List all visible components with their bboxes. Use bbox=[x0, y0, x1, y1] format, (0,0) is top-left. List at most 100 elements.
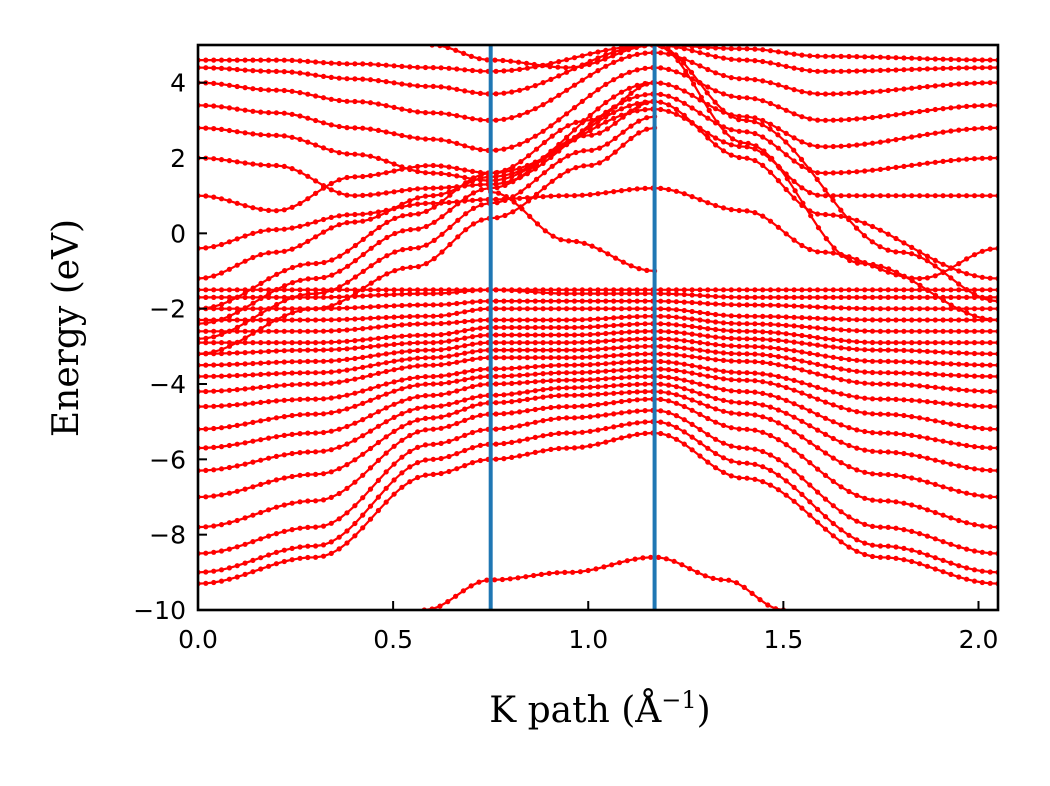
band-point bbox=[964, 294, 970, 300]
band-point bbox=[658, 306, 664, 312]
band-point bbox=[211, 403, 217, 409]
band-point bbox=[666, 321, 672, 327]
band-point bbox=[862, 89, 868, 95]
band-point bbox=[289, 134, 295, 140]
band-point bbox=[626, 187, 633, 193]
band-point bbox=[822, 526, 829, 532]
band-point bbox=[877, 430, 884, 436]
band-point bbox=[940, 360, 946, 367]
band-point bbox=[869, 523, 876, 530]
band-point bbox=[901, 240, 907, 246]
band-point bbox=[526, 198, 532, 204]
band-point bbox=[360, 388, 366, 394]
band-point bbox=[507, 576, 513, 582]
band-point bbox=[854, 260, 861, 266]
band-point bbox=[862, 495, 868, 501]
band-point bbox=[603, 99, 609, 106]
band-point bbox=[775, 395, 782, 401]
band-point bbox=[971, 548, 978, 554]
band-point bbox=[320, 229, 327, 235]
band-point bbox=[620, 259, 627, 265]
band-point bbox=[470, 190, 477, 196]
band-point bbox=[838, 143, 844, 149]
band-point bbox=[611, 94, 617, 100]
band-point bbox=[399, 357, 405, 363]
band-point bbox=[313, 59, 319, 65]
band-point bbox=[313, 340, 319, 346]
band-point bbox=[375, 409, 381, 415]
band-point bbox=[940, 306, 946, 312]
band-point bbox=[736, 76, 742, 82]
band-point bbox=[744, 400, 750, 406]
band-point bbox=[509, 355, 515, 361]
band-point bbox=[477, 197, 483, 203]
band-point bbox=[352, 376, 358, 382]
band-point bbox=[909, 382, 915, 388]
band-point bbox=[556, 393, 562, 399]
band-point bbox=[689, 407, 695, 413]
band-point bbox=[509, 424, 515, 430]
band-point bbox=[548, 355, 554, 361]
band-point bbox=[603, 338, 609, 344]
band-point bbox=[250, 419, 256, 425]
band-point bbox=[987, 340, 993, 346]
band-point bbox=[289, 287, 295, 293]
band-point bbox=[438, 84, 444, 90]
band-point bbox=[352, 125, 358, 131]
band-point bbox=[681, 88, 687, 94]
band-point bbox=[987, 524, 993, 530]
band-point bbox=[830, 53, 836, 59]
band-point bbox=[407, 187, 413, 193]
band-point bbox=[305, 472, 311, 478]
band-point bbox=[422, 381, 429, 387]
band-point bbox=[509, 332, 515, 338]
band-point bbox=[687, 566, 693, 572]
band-point bbox=[564, 287, 570, 293]
band-point bbox=[893, 381, 899, 387]
band-point bbox=[392, 215, 398, 221]
band-point bbox=[313, 178, 319, 184]
band-point bbox=[431, 219, 437, 225]
band-point bbox=[438, 354, 444, 360]
band-point bbox=[242, 57, 248, 63]
band-point bbox=[289, 500, 295, 506]
band-point bbox=[987, 297, 993, 303]
band-point bbox=[218, 287, 225, 293]
band-point bbox=[713, 293, 719, 300]
band-point bbox=[336, 150, 342, 156]
band-point bbox=[775, 224, 782, 230]
band-point bbox=[391, 63, 397, 69]
band-point bbox=[273, 306, 279, 312]
band-point bbox=[328, 96, 334, 102]
band-point bbox=[313, 275, 319, 282]
band-point bbox=[697, 110, 703, 116]
band-point bbox=[611, 337, 617, 344]
band-point bbox=[760, 47, 766, 53]
band-point bbox=[564, 111, 570, 117]
band-point bbox=[415, 226, 421, 232]
band-point bbox=[611, 330, 617, 336]
band-point bbox=[634, 431, 640, 437]
band-point bbox=[540, 332, 546, 338]
band-point bbox=[477, 442, 483, 448]
band-point bbox=[705, 66, 711, 73]
band-point bbox=[289, 450, 295, 457]
band-point bbox=[822, 249, 829, 255]
band-point bbox=[663, 556, 669, 562]
band-point bbox=[885, 358, 891, 364]
band-point bbox=[438, 425, 444, 431]
band-point bbox=[830, 375, 836, 381]
band-point bbox=[917, 294, 923, 300]
band-point bbox=[893, 555, 899, 561]
band-point bbox=[511, 199, 517, 205]
band-point bbox=[375, 394, 381, 400]
band-point bbox=[736, 321, 742, 327]
band-point bbox=[807, 439, 813, 445]
band-point bbox=[987, 373, 993, 379]
band-point bbox=[783, 287, 789, 293]
band-point bbox=[281, 370, 287, 376]
band-point bbox=[964, 310, 970, 316]
band-point bbox=[336, 490, 342, 497]
band-point bbox=[885, 543, 891, 549]
band-point bbox=[234, 317, 240, 323]
